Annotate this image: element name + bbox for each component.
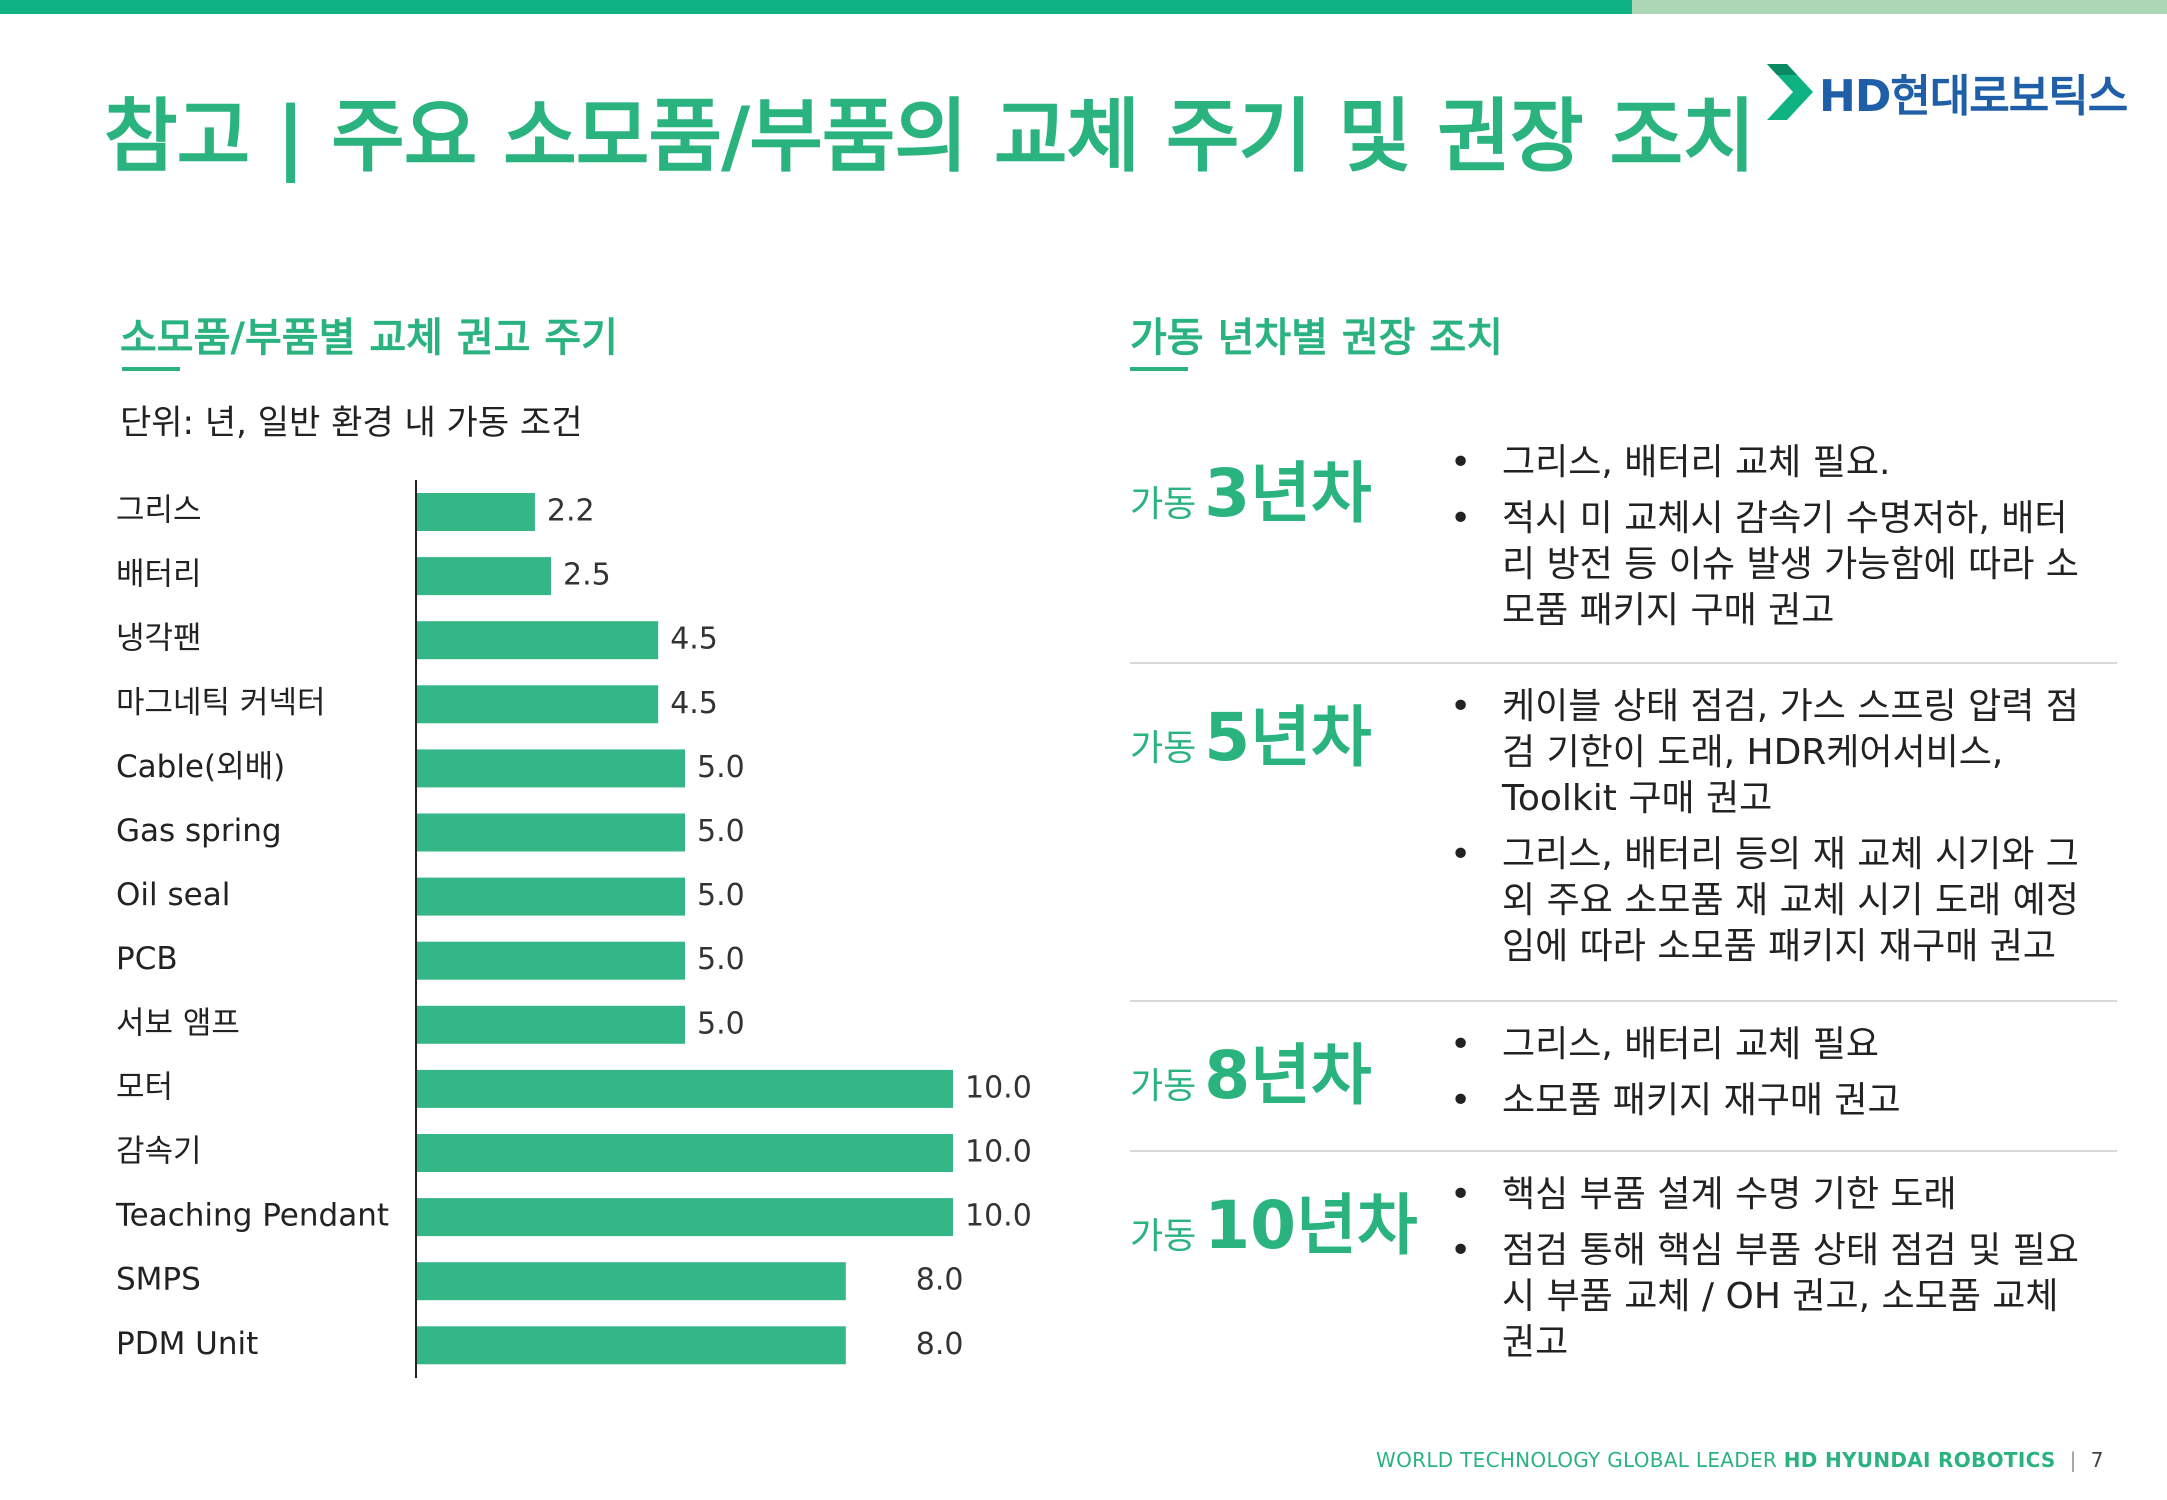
page-title: 참고 | 주요 소모품/부품의 교체 주기 및 권장 조치 [104,90,1756,183]
chart-category-label: 서보 앰프 [116,1005,240,1041]
chart-value-label: 8.0 [916,1327,964,1362]
chart-category-label: 모터 [116,1069,173,1105]
plan-item: 적시 미 교체시 감속기 수명저하, 배터리 방전 등 이슈 발생 가능함에 따… [1450,496,2090,634]
chart-bar [417,749,685,788]
chart-category-label: PDM Unit [116,1326,258,1362]
chart-category-label: Gas spring [116,813,282,849]
replacement-cycle-bar-chart: 그리스 2.2 배터리 2.5 냉각팬 4.5 마그네틱 커넥터 4.5 Cable(외배) 5.… [115,480,1032,1378]
plan-item: 그리스, 배터리 등의 재 교체 시기와 그 외 주요 소모품 재 교체 시기 … [1450,832,2090,970]
company-logo: HD현대로보틱스 [1767,62,2128,122]
plan-section-underline [1130,367,1188,371]
plan-year-3-heading: 가동 3년차 [1130,440,1372,536]
unit-note: 단위: 년, 일반 환경 내 가동 조건 [120,403,583,443]
chart-bar [417,813,685,852]
logo-text: HD현대로보틱스 [1819,71,2128,122]
chart-category-label: Teaching Pendant [115,1198,389,1234]
plan-prefix: 가동 [1130,1066,1197,1107]
plan-prefix: 가동 [1130,728,1197,769]
chart-value-label: 10.0 [965,1199,1032,1234]
chart-value-label: 4.5 [670,622,718,657]
footer: WORLD TECHNOLOGY GLOBAL LEADER HD HYUNDA… [1376,1448,2104,1472]
top-accent-bar-light [1632,0,2167,14]
top-accent-bar [0,0,1632,14]
chart-value-label: 2.5 [563,558,611,593]
chart-value-label: 10.0 [965,1135,1032,1170]
chart-value-label: 5.0 [697,878,745,913]
plan-year-5-heading: 가동 5년차 [1130,684,1372,780]
page-number: 7 [2090,1448,2104,1472]
plan-item: 핵심 부품 설계 수명 기한 도래 [1450,1172,2090,1218]
chart-value-label: 5.0 [697,942,745,977]
footer-tagline: WORLD TECHNOLOGY GLOBAL LEADER [1376,1448,1778,1472]
chart-category-label: 냉각팬 [116,621,202,657]
chart-value-label: 5.0 [697,750,745,785]
plan-year-10-list: 핵심 부품 설계 수명 기한 도래 점검 통해 핵심 부품 상태 점검 및 필요… [1450,1172,2090,1376]
chart-category-label: Oil seal [116,877,230,913]
plan-prefix: 가동 [1130,1216,1197,1257]
plan-item: 그리스, 배터리 교체 필요. [1450,440,2090,486]
plan-year-label: 8년차 [1204,1037,1372,1114]
plan-year-label: 3년차 [1204,455,1372,532]
plan-divider [1130,1150,2117,1152]
chart-section-title: 소모품/부품별 교체 권고 주기 [120,315,618,361]
chart-bar [417,1134,953,1172]
chart-category-label: 마그네틱 커넥터 [116,685,326,721]
chart-bar [417,941,685,980]
footer-separator: | [2069,1448,2077,1472]
plan-divider [1130,1000,2117,1002]
chart-value-label: 5.0 [697,1006,745,1041]
chart-bar [417,1198,953,1237]
chart-bar [417,1262,846,1301]
plan-year-8-list: 그리스, 배터리 교체 필요 소모품 패키지 재구매 권고 [1450,1022,2090,1134]
chart-value-label: 4.5 [670,686,718,721]
chart-value-label: 2.2 [547,494,595,529]
chart-bar [417,1069,953,1108]
chart-bar [417,557,551,596]
hd-chevron-logo-icon [1767,64,1813,120]
plan-section-title: 가동 년차별 권장 조치 [1130,315,1503,361]
plan-year-8-heading: 가동 8년차 [1130,1022,1372,1118]
plan-divider [1130,662,2117,664]
plan-year-label: 10년차 [1204,1187,1418,1264]
chart-bar [417,621,659,660]
chart-category-label: 감속기 [116,1134,202,1170]
chart-bar [417,493,535,531]
plan-year-5-list: 케이블 상태 점검, 가스 스프링 압력 점검 기한이 도래, HDR케어서비스… [1450,684,2090,980]
chart-category-label: 배터리 [116,557,202,593]
plan-year-3-list: 그리스, 배터리 교체 필요. 적시 미 교체시 감속기 수명저하, 배터리 방… [1450,440,2090,644]
chart-category-label: PCB [116,941,178,977]
plan-item: 소모품 패키지 재구매 권고 [1450,1078,2090,1124]
chart-value-label: 5.0 [697,814,745,849]
chart-category-label: SMPS [116,1262,201,1298]
chart-category-label: Cable(외배) [116,749,285,785]
chart-bar [417,1326,846,1365]
chart-bar [417,685,659,724]
chart-value-label: 10.0 [965,1070,1032,1105]
chart-value-label: 8.0 [916,1263,964,1298]
chart-section-underline [122,367,180,371]
plan-item: 점검 통해 핵심 부품 상태 점검 및 필요 시 부품 교체 / OH 권고, … [1450,1228,2090,1366]
plan-item: 그리스, 배터리 교체 필요 [1450,1022,2090,1068]
chart-category-label: 그리스 [116,493,202,529]
plan-item: 케이블 상태 점검, 가스 스프링 압력 점검 기한이 도래, HDR케어서비스… [1450,684,2090,822]
plan-prefix: 가동 [1130,484,1197,525]
plan-year-label: 5년차 [1204,699,1372,776]
footer-brand: HD HYUNDAI ROBOTICS [1783,1448,2056,1472]
plan-year-10-heading: 가동 10년차 [1130,1172,1418,1268]
chart-bar [417,1005,685,1044]
chart-bar [417,877,685,916]
